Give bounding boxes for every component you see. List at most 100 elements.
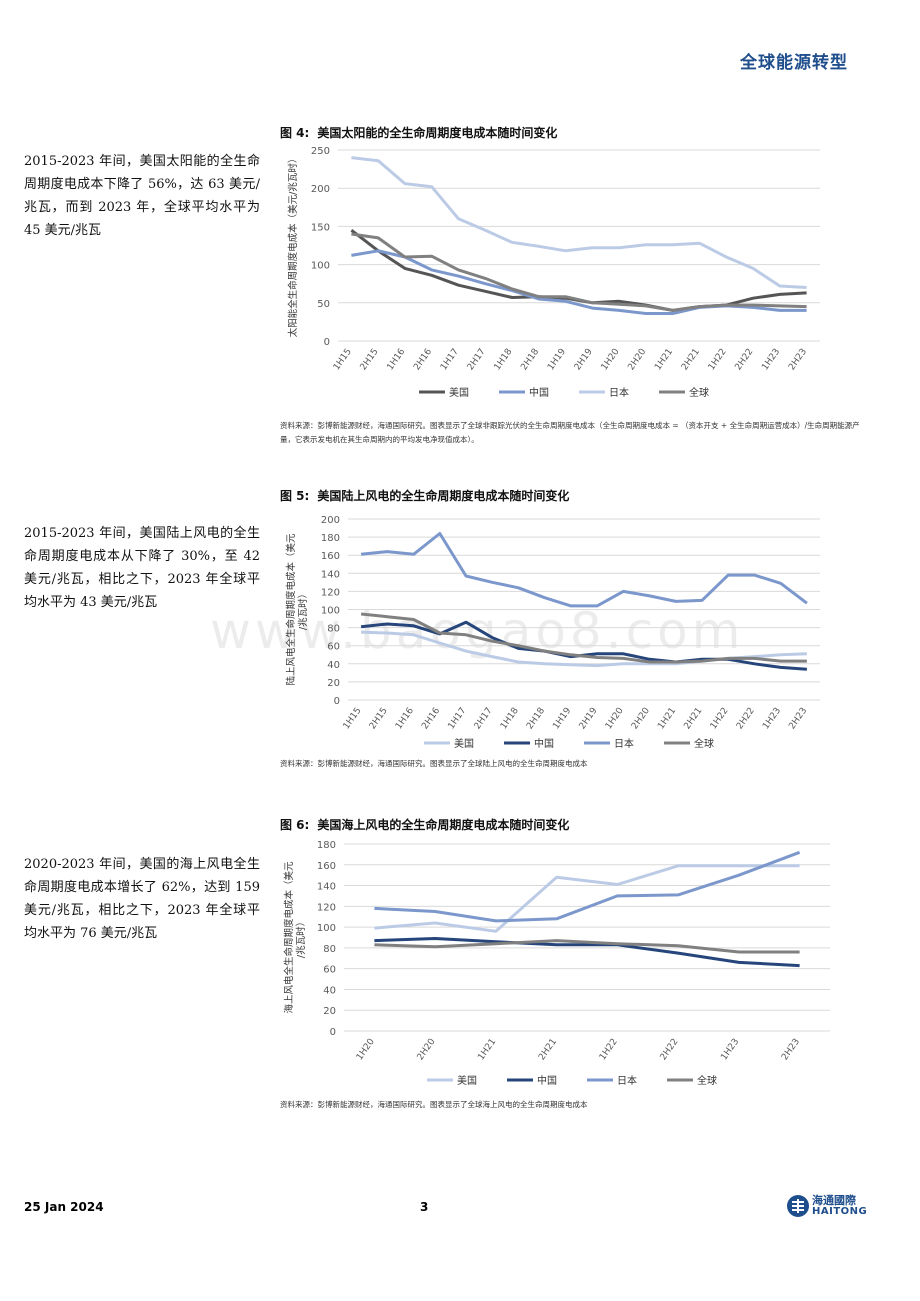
- logo-text-en: HAITONG: [812, 1206, 868, 1217]
- x-tick-label: 1H16: [394, 706, 416, 732]
- x-tick-label: 2H22: [734, 347, 756, 372]
- figure-caption: 美国陆上风电的全生命周期度电成本随时间变化: [317, 489, 570, 503]
- y-tick-label: 0: [324, 337, 330, 348]
- legend-entry: 日本: [609, 386, 629, 399]
- footer-date: 25 Jan 2024: [24, 1200, 104, 1214]
- y-tick-label: 0: [330, 1027, 336, 1038]
- y-tick-label: 20: [327, 678, 340, 689]
- figure-number: 图 4:: [280, 126, 310, 140]
- x-tick-label: 2H22: [735, 706, 757, 731]
- series-line-全球: [351, 232, 807, 312]
- x-tick-label: 2H16: [412, 347, 434, 373]
- x-tick-label: 2H20: [626, 347, 648, 373]
- source-note-offshore-wind: 资料来源：彭博新能源财经，海通国际研究。图表显示了全球海上风电的全生命周期度电成…: [280, 1100, 588, 1109]
- x-tick-label: 1H20: [600, 347, 622, 373]
- y-tick-label: 140: [317, 882, 336, 893]
- legend-entry: 美国: [449, 386, 469, 399]
- y-axis-label-line: /兆瓦时）: [295, 917, 307, 958]
- figure-caption: 美国海上风电的全生命周期度电成本随时间变化: [317, 818, 570, 832]
- figure-number: 图 6:: [280, 818, 310, 832]
- summary-text-solar: 2015-2023 年间，美国太阳能的全生命周期度电成本下降了 56%，达 63…: [24, 154, 260, 238]
- figure-number: 图 5:: [280, 489, 310, 503]
- x-tick-label: 2H21: [537, 1037, 559, 1062]
- y-tick-label: 200: [311, 184, 330, 195]
- x-tick-label: 2H20: [630, 706, 652, 732]
- y-axis-label: 海上风电全生命周期度电成本（美元/兆瓦时）: [283, 861, 307, 1014]
- y-tick-label: 80: [323, 944, 336, 955]
- x-tick-label: 1H21: [656, 706, 678, 731]
- y-tick-label: 0: [334, 696, 340, 707]
- series-line-全球: [374, 939, 800, 954]
- series-line-日本: [351, 156, 807, 289]
- legend-entry: 美国: [457, 1074, 477, 1087]
- y-axis-label-line: 陆上风电全生命周期度电成本（美元: [285, 533, 297, 686]
- y-tick-label: 20: [323, 1006, 336, 1017]
- series-line-中国: [374, 937, 800, 968]
- legend-entry: 中国: [537, 1074, 557, 1087]
- legend-entry: 中国: [534, 737, 554, 750]
- x-tick-label: 1H23: [719, 1037, 741, 1062]
- x-tick-label: 1H22: [598, 1037, 620, 1062]
- y-tick-label: 140: [321, 569, 340, 580]
- figure-title-solar: 图 4: 美国太阳能的全生命周期度电成本随时间变化: [280, 124, 557, 141]
- report-header-title: 全球能源转型: [740, 53, 848, 73]
- haitong-logo-icon: [787, 1195, 809, 1217]
- x-tick-label: 2H15: [368, 706, 390, 731]
- x-tick-label: 2H18: [519, 347, 541, 373]
- x-tick-label: 2H19: [573, 347, 595, 373]
- x-tick-label: 1H17: [439, 347, 461, 372]
- series-line-日本: [374, 850, 801, 923]
- y-tick-label: 200: [321, 515, 340, 526]
- x-tick-label: 2H17: [473, 706, 495, 731]
- summary-text-offshore-wind: 2020-2023 年间，美国的海上风电全生命周期度电成本增长了 62%，达到 …: [24, 857, 260, 941]
- legend-entry: 日本: [614, 737, 634, 750]
- watermark: www.baogao8.com: [210, 602, 745, 660]
- y-axis-label-line: 海上风电全生命周期度电成本（美元: [283, 861, 295, 1014]
- x-tick-label: 1H23: [760, 347, 782, 372]
- logo-text-cn: 海通國際: [812, 1194, 856, 1207]
- figure-caption: 美国太阳能的全生命周期度电成本随时间变化: [317, 126, 558, 140]
- y-tick-label: 180: [317, 840, 336, 851]
- y-tick-label: 40: [323, 985, 336, 996]
- x-tick-label: 1H21: [476, 1037, 498, 1062]
- x-tick-label: 2H21: [683, 706, 705, 731]
- y-axis-label: 陆上风电全生命周期度电成本（美元/兆瓦时）: [285, 533, 309, 686]
- y-tick-label: 100: [317, 923, 336, 934]
- x-tick-label: 1H18: [493, 347, 515, 373]
- y-tick-label: 80: [327, 624, 340, 635]
- y-axis-label: 太阳能全生命周期度电成本（美元/兆瓦时）: [287, 154, 299, 338]
- page-number: 3: [420, 1200, 429, 1214]
- y-axis-label-line: /兆瓦时）: [297, 589, 309, 630]
- x-tick-label: 1H22: [709, 706, 731, 731]
- y-tick-label: 180: [321, 533, 340, 544]
- haitong-logo: 海通國際 HAITONG: [786, 1192, 876, 1222]
- x-tick-label: 1H15: [342, 706, 364, 731]
- legend-entry: 美国: [454, 737, 474, 750]
- series-line-美国: [374, 864, 800, 933]
- x-tick-label: 2H15: [359, 347, 381, 372]
- x-tick-label: 1H15: [332, 347, 354, 372]
- y-tick-label: 60: [327, 642, 340, 653]
- x-tick-label: 2H18: [525, 706, 547, 732]
- y-tick-label: 50: [317, 299, 330, 310]
- x-tick-label: 2H23: [787, 706, 809, 731]
- figure-title-offshore-wind: 图 6: 美国海上风电的全生命周期度电成本随时间变化: [280, 816, 569, 833]
- y-tick-label: 100: [321, 606, 340, 617]
- y-tick-label: 250: [311, 146, 330, 157]
- y-tick-label: 120: [317, 902, 336, 913]
- x-tick-label: 2H22: [659, 1037, 681, 1062]
- x-tick-label: 2H23: [780, 1037, 802, 1062]
- x-tick-label: 1H16: [385, 347, 407, 373]
- legend-entry: 全球: [694, 737, 714, 750]
- x-tick-label: 1H22: [707, 347, 729, 372]
- x-tick-label: 2H17: [466, 347, 488, 372]
- legend-entry: 全球: [697, 1074, 717, 1087]
- figure-title-onshore-wind: 图 5: 美国陆上风电的全生命周期度电成本随时间变化: [280, 487, 569, 504]
- y-tick-label: 60: [323, 965, 336, 976]
- y-tick-label: 160: [321, 551, 340, 562]
- x-tick-label: 2H19: [578, 706, 600, 732]
- offshore-wind-lcoe-chart: 0 20 40 60 80 100 120 140 160 180 1H20 2H20 1H21 2H21…: [283, 840, 830, 1087]
- x-tick-label: 1H23: [761, 706, 783, 731]
- y-tick-label: 150: [311, 222, 330, 233]
